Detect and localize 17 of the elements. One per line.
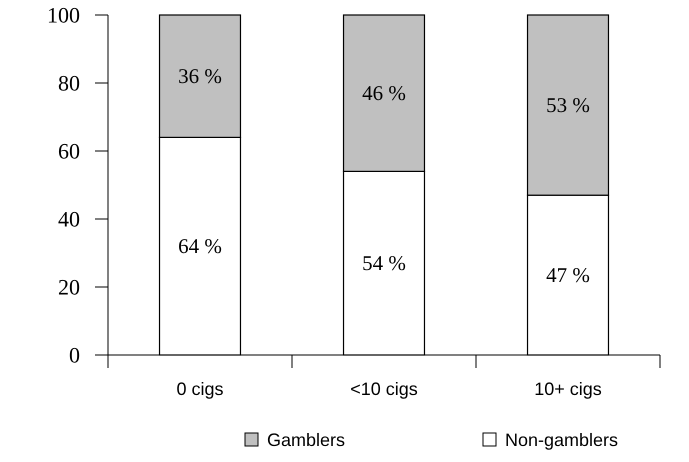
data-label: 64 %: [178, 234, 222, 258]
legend-label: Non-gamblers: [505, 430, 618, 450]
data-label: 46 %: [362, 81, 406, 106]
x-tick-label: 0 cigs: [176, 379, 224, 399]
data-label: 54 %: [362, 251, 406, 276]
y-tick-label: 80: [58, 70, 80, 96]
x-tick-label: 10+ cigs: [534, 379, 602, 399]
y-tick-label: 100: [47, 2, 80, 28]
y-tick-label: 40: [58, 206, 80, 232]
data-label: 47 %: [546, 263, 590, 288]
data-label: 53 %: [546, 93, 590, 118]
legend-label: Gamblers: [267, 430, 346, 450]
y-tick-label: 0: [69, 342, 80, 368]
data-label: 36 %: [178, 64, 222, 88]
y-tick-label: 60: [58, 138, 80, 164]
x-tick-label: <10 cigs: [350, 379, 418, 399]
y-tick-label: 20: [58, 274, 80, 300]
